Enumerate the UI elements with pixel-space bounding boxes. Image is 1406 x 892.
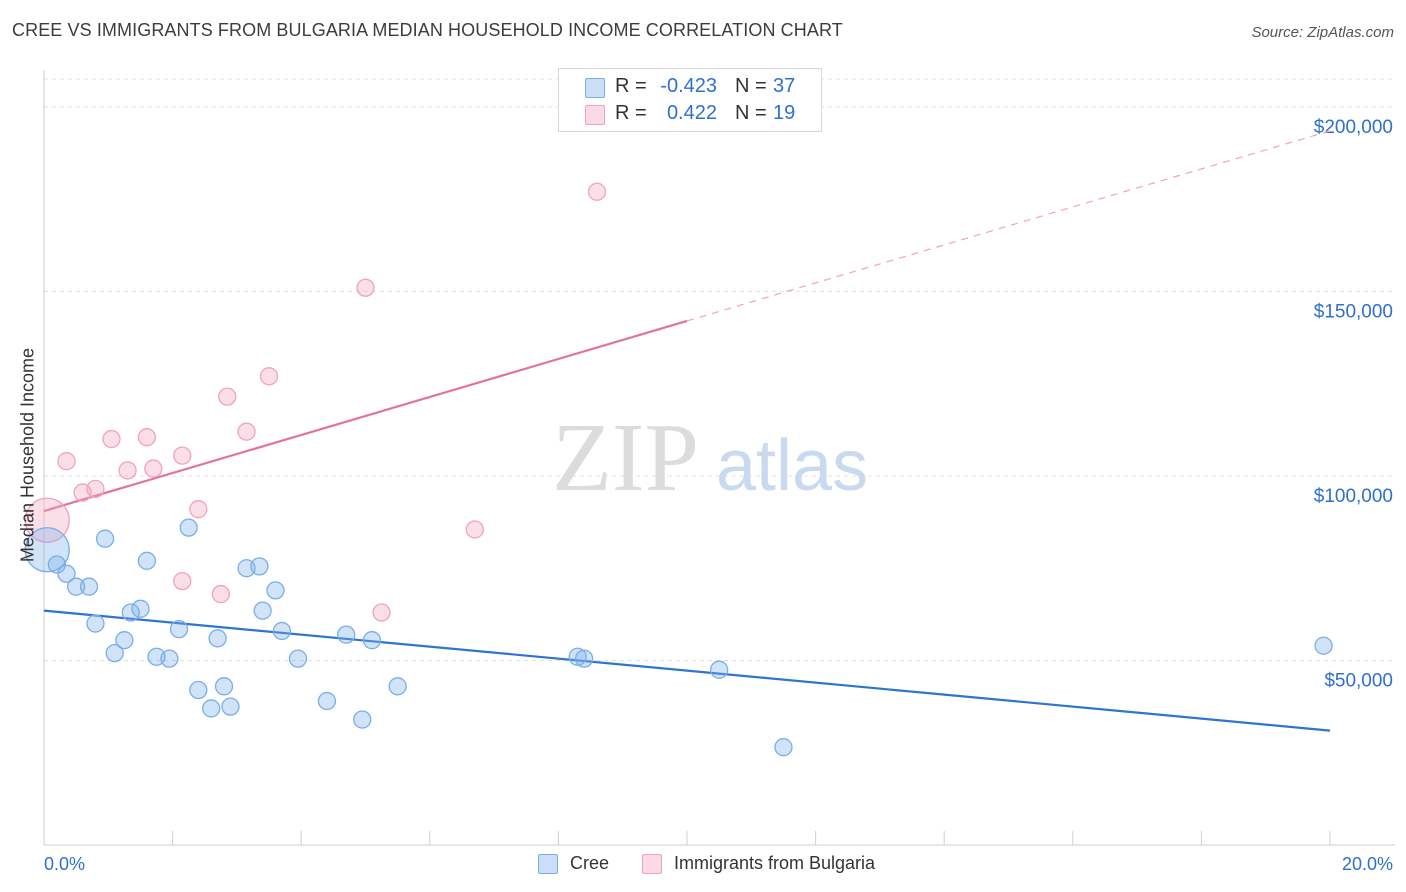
- cree-point: [568, 647, 587, 666]
- cree-point: [189, 680, 208, 700]
- legend-r-value: 0.422: [666, 102, 717, 124]
- cree-point: [57, 564, 76, 583]
- bulgaria-point: [57, 452, 76, 471]
- y-axis-label: Median Household Income: [17, 347, 38, 563]
- cree-point: [362, 631, 382, 650]
- cree-point: [208, 629, 227, 648]
- cree-point: [221, 697, 240, 716]
- cree-point: [710, 660, 729, 679]
- bottom-legend-swatch-cree: [538, 854, 558, 874]
- cree-point: [115, 631, 134, 650]
- legend-swatch-bulgaria: [585, 105, 605, 125]
- legend-r-label: R =: [615, 102, 647, 124]
- watermark: ZIP atlas: [552, 404, 868, 512]
- source-label: Source: ZipAtlas.com: [1251, 24, 1394, 41]
- legend-r-label: R =: [615, 75, 647, 97]
- legend-swatch-cree: [585, 78, 605, 98]
- bulgaria-point: [587, 182, 607, 201]
- cree-point: [131, 599, 150, 618]
- cree-point: [250, 557, 269, 576]
- data-points: [24, 182, 1333, 757]
- bulgaria-point: [144, 459, 163, 478]
- cree-point: [266, 581, 285, 600]
- bulgaria-point: [173, 446, 192, 465]
- cree-point: [774, 738, 793, 757]
- cree-point: [288, 649, 308, 668]
- cree-point: [202, 699, 221, 718]
- bulgaria-point: [372, 603, 391, 622]
- cree-point: [353, 710, 372, 729]
- cree-point: [67, 577, 86, 596]
- axes: [43, 70, 1395, 846]
- legend-n-label: N =: [735, 75, 767, 97]
- y-tick-label: $100,000: [1314, 486, 1393, 507]
- bulgaria-point: [356, 278, 375, 297]
- bulgaria-point: [137, 428, 157, 447]
- x-tick-label-max: 20.0%: [1342, 854, 1393, 874]
- bulgaria-point: [218, 387, 237, 406]
- watermark-atlas: atlas: [716, 426, 868, 506]
- cree-point: [121, 603, 140, 622]
- cree-point: [388, 677, 407, 696]
- cree-point: [253, 601, 272, 620]
- legend-row-bulgaria: R = 0.422 N = 19: [559, 101, 821, 127]
- cree-point: [79, 577, 99, 596]
- bulgaria-point: [118, 461, 137, 480]
- correlation-legend: R = -0.423 N = 37 R = 0.422 N = 19: [558, 68, 822, 132]
- cree-point: [317, 691, 337, 711]
- bottom-legend-swatch-bulgaria: [642, 854, 662, 874]
- bulgaria-point: [465, 520, 484, 539]
- y-tick-label: $50,000: [1324, 670, 1393, 691]
- x-tick-label-min: 0.0%: [44, 854, 85, 874]
- y-tick-label: $200,000: [1314, 117, 1393, 138]
- cree-point: [1314, 636, 1333, 655]
- bulgaria-point: [259, 367, 279, 386]
- legend-row-cree: R = -0.423 N = 37: [559, 74, 821, 100]
- bulgaria-point: [173, 571, 192, 591]
- cree-trend-line: [43, 609, 1331, 732]
- bottom-legend-label-bulgaria: Immigrants from Bulgaria: [674, 853, 876, 873]
- bulgaria-point: [211, 584, 230, 604]
- tick-labels: $50,000 $100,000 $150,000 $200,000 0.0% 20.0%: [44, 117, 1393, 874]
- cree-point: [160, 649, 179, 668]
- bulgaria-point: [86, 479, 105, 499]
- cree-point: [337, 625, 356, 644]
- legend-r-value: -0.423: [660, 75, 717, 97]
- cree-point: [105, 643, 124, 663]
- watermark-zip: ZIP: [552, 404, 699, 512]
- legend-n-value: 37: [773, 75, 796, 97]
- legend-n-value: 19: [773, 102, 796, 124]
- bulgaria-trend-line: [43, 319, 688, 513]
- y-tick-label: $150,000: [1314, 301, 1393, 322]
- legend-n-label: N =: [735, 102, 767, 124]
- cree-point: [95, 529, 115, 548]
- bulgaria-point: [237, 422, 256, 441]
- bulgaria-point: [102, 429, 121, 449]
- bottom-legend-label-cree: Cree: [570, 853, 610, 873]
- chart-title: CREE VS IMMIGRANTS FROM BULGARIA MEDIAN …: [12, 20, 843, 40]
- cree-point: [47, 555, 67, 574]
- trend-lines: [43, 130, 1331, 732]
- cree-point: [179, 518, 198, 537]
- bulgaria-point: [189, 500, 208, 519]
- bulgaria-trend-extension: [686, 130, 1331, 322]
- cree-point: [137, 551, 157, 570]
- cree-point: [214, 677, 234, 696]
- cree-point: [86, 614, 105, 633]
- cree-point: [272, 621, 292, 641]
- cree-point: [574, 649, 594, 668]
- cree-point: [24, 527, 70, 573]
- cree-point: [169, 619, 189, 639]
